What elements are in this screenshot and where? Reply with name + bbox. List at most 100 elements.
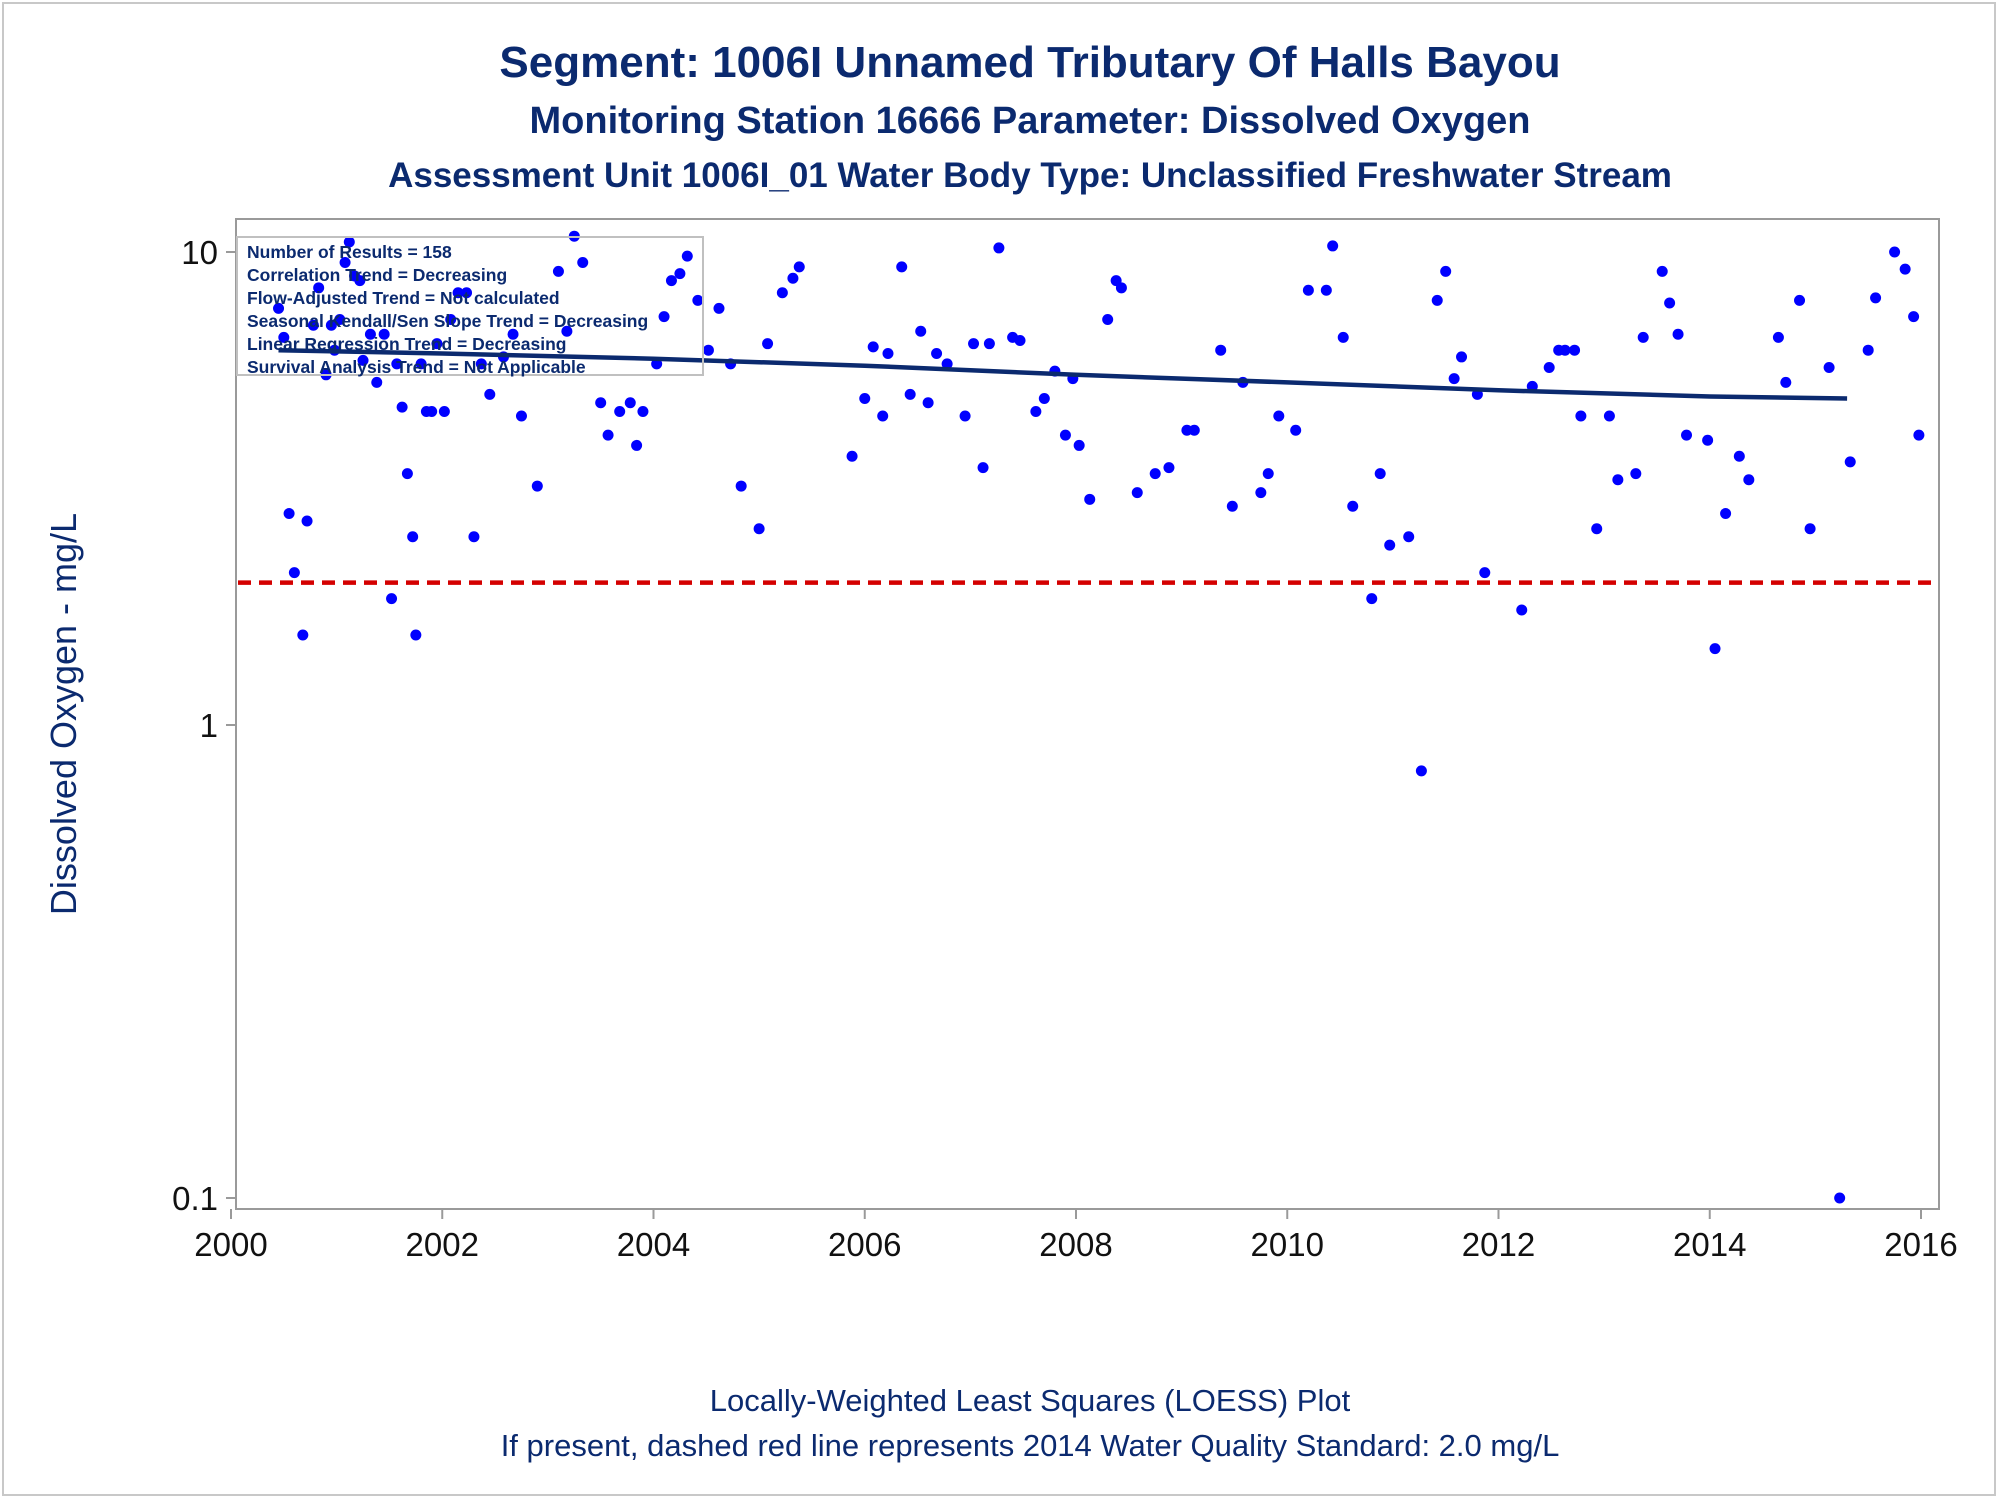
data-point [753, 523, 765, 535]
data-point [484, 388, 496, 400]
data-point [1366, 593, 1378, 605]
data-point [631, 439, 643, 451]
data-point [1772, 331, 1784, 343]
chart-title: Segment: 1006I Unnamed Tributary Of Hall… [499, 38, 1561, 87]
data-point [1630, 468, 1642, 480]
stat-line: Correlation Trend = Decreasing [247, 265, 508, 285]
loess-group [278, 347, 1848, 401]
data-point [1030, 406, 1042, 418]
data-point [1516, 604, 1528, 616]
x-tick-label: 2002 [406, 1226, 479, 1263]
data-point [1702, 434, 1714, 446]
data-point [561, 325, 573, 337]
data-point [1131, 487, 1143, 499]
data-point [343, 236, 355, 248]
data-point [461, 287, 473, 299]
data-point [882, 348, 894, 360]
data-point [1780, 376, 1792, 388]
data-point [1337, 331, 1349, 343]
footnote-standard: If present, dashed red line represents 2… [500, 1428, 1560, 1463]
data-point [1302, 284, 1314, 296]
data-point [1575, 410, 1587, 422]
data-point [445, 313, 457, 325]
data-point [665, 275, 677, 287]
data-point [283, 507, 295, 519]
chart-subtitle-2: Assessment Unit 1006I_01 Water Body Type… [388, 156, 1672, 195]
data-point [1215, 344, 1227, 356]
data-point [468, 531, 480, 543]
data-point [357, 354, 369, 366]
data-point [993, 242, 1005, 254]
data-point [1672, 328, 1684, 340]
data-point [1262, 468, 1274, 480]
data-point [1115, 282, 1127, 294]
x-tick-label: 2014 [1673, 1226, 1746, 1263]
data-point [426, 406, 438, 418]
data-point [1188, 424, 1200, 436]
data-point [307, 319, 319, 331]
data-points [273, 230, 1925, 1204]
stat-line: Linear Regression Trend = Decreasing [247, 334, 567, 354]
x-tick-label: 2016 [1884, 1226, 1957, 1263]
data-point [1681, 429, 1693, 441]
data-point [313, 282, 325, 294]
data-point [681, 250, 693, 262]
data-point [1403, 531, 1415, 543]
data-point [1014, 334, 1026, 346]
data-point [339, 257, 351, 269]
y-tick-label: 0.1 [172, 1180, 218, 1217]
data-point [1102, 313, 1114, 325]
data-point [1664, 297, 1676, 309]
data-point [577, 257, 589, 269]
data-point [735, 480, 747, 492]
data-point [702, 344, 714, 356]
x-tick-label: 2004 [617, 1226, 690, 1263]
data-point [1889, 246, 1901, 258]
data-point [1347, 500, 1359, 512]
data-point [452, 287, 464, 299]
data-point [1804, 523, 1816, 535]
data-point [1073, 439, 1085, 451]
data-point [1543, 361, 1555, 373]
data-point [595, 397, 607, 409]
data-point [846, 450, 858, 462]
data-point [386, 593, 398, 605]
statistics-box: Number of Results = 158 Correlation Trend… [236, 236, 704, 377]
data-point [301, 515, 313, 527]
data-point [1834, 1192, 1846, 1204]
plot-area [235, 218, 1940, 1210]
stat-line: Seasonal Kendall/Sen Slope Trend = Decre… [247, 311, 649, 331]
data-point [1084, 493, 1096, 505]
data-point [959, 410, 971, 422]
data-point [776, 287, 788, 299]
data-point [552, 265, 564, 277]
data-point [391, 358, 403, 370]
data-point [396, 401, 408, 413]
data-point [624, 397, 636, 409]
data-point [904, 388, 916, 400]
data-point [1794, 294, 1806, 306]
data-point [1591, 523, 1603, 535]
data-point [1038, 393, 1050, 405]
loess-line [278, 347, 1848, 401]
data-point [762, 338, 774, 350]
x-tick-label: 2006 [828, 1226, 901, 1263]
data-point [1569, 344, 1581, 356]
x-tick-label: 2012 [1462, 1226, 1535, 1263]
data-point [515, 410, 527, 422]
data-point [1440, 265, 1452, 277]
data-point [407, 531, 419, 543]
data-point [1559, 344, 1571, 356]
data-point [1226, 500, 1238, 512]
data-point [931, 348, 943, 360]
data-point [325, 319, 337, 331]
data-point [896, 261, 908, 273]
data-point [1612, 474, 1624, 486]
data-point [1603, 410, 1615, 422]
data-point [1456, 351, 1468, 363]
data-point [983, 338, 995, 350]
data-point [288, 567, 300, 579]
data-point [415, 358, 427, 370]
data-point [334, 313, 346, 325]
stat-line: Survival Analysis Trend = Not Applicable [247, 357, 586, 377]
